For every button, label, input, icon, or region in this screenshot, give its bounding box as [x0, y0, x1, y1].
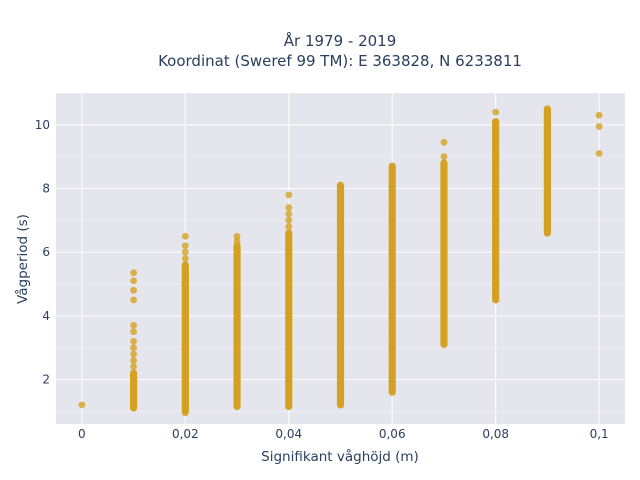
data-point	[285, 204, 293, 211]
data-point	[130, 321, 137, 329]
data-point	[130, 286, 137, 294]
chart-title-line-1: År 1979 - 2019	[284, 31, 397, 50]
x-tick-label: 0,04	[275, 427, 302, 441]
data-point	[130, 363, 137, 371]
data-point	[130, 337, 137, 345]
data-point	[181, 242, 189, 250]
y-tick-label: 2	[42, 372, 50, 386]
data-point	[595, 111, 603, 119]
y-tick-label: 4	[42, 309, 50, 323]
data-point	[130, 328, 137, 336]
data-point	[130, 356, 137, 364]
data-point	[440, 138, 448, 146]
data-point	[130, 269, 137, 277]
data-point	[130, 296, 137, 304]
x-tick-label: 0,02	[172, 427, 199, 441]
data-point	[130, 277, 137, 285]
data-point	[233, 402, 241, 410]
x-tick-labels: 0 0,02 0,04 0,06 0,08 0,1	[78, 427, 609, 441]
y-tick-labels: 2 4 6 8 10	[35, 118, 50, 387]
x-axis-title: Signifikant våghöjd (m)	[261, 448, 419, 465]
data-point	[130, 350, 137, 358]
data-point	[440, 340, 448, 347]
x-tick-label: 0	[78, 427, 86, 441]
data-point	[78, 401, 86, 409]
data-point	[181, 232, 189, 240]
y-tick-label: 8	[42, 181, 50, 195]
data-point	[440, 153, 448, 161]
data-point	[337, 399, 344, 407]
data-point	[544, 228, 551, 236]
data-point	[181, 409, 189, 417]
x-tick-label: 0,06	[379, 427, 406, 441]
y-tick-label: 10	[35, 118, 50, 132]
data-point	[130, 344, 137, 352]
data-point	[285, 216, 293, 224]
x-tick-label: 0,08	[482, 427, 509, 441]
data-point	[233, 232, 241, 240]
y-axis-title: Vågperiod (s)	[14, 214, 31, 304]
data-points	[78, 105, 603, 417]
y-tick-label: 6	[42, 245, 50, 259]
data-point	[285, 401, 293, 409]
data-point	[492, 108, 500, 116]
x-tick-label: 0,1	[590, 427, 609, 441]
data-point	[285, 223, 293, 231]
data-point	[233, 237, 241, 245]
data-point	[285, 191, 293, 199]
data-point	[388, 387, 396, 395]
data-point	[130, 402, 137, 410]
chart-title-line-2: Koordinat (Sweref 99 TM): E 363828, N 62…	[158, 52, 522, 70]
data-point	[595, 123, 603, 130]
data-point	[285, 210, 293, 218]
data-point	[181, 255, 189, 262]
data-point	[595, 150, 603, 157]
data-point	[181, 248, 189, 256]
data-point	[492, 296, 500, 304]
